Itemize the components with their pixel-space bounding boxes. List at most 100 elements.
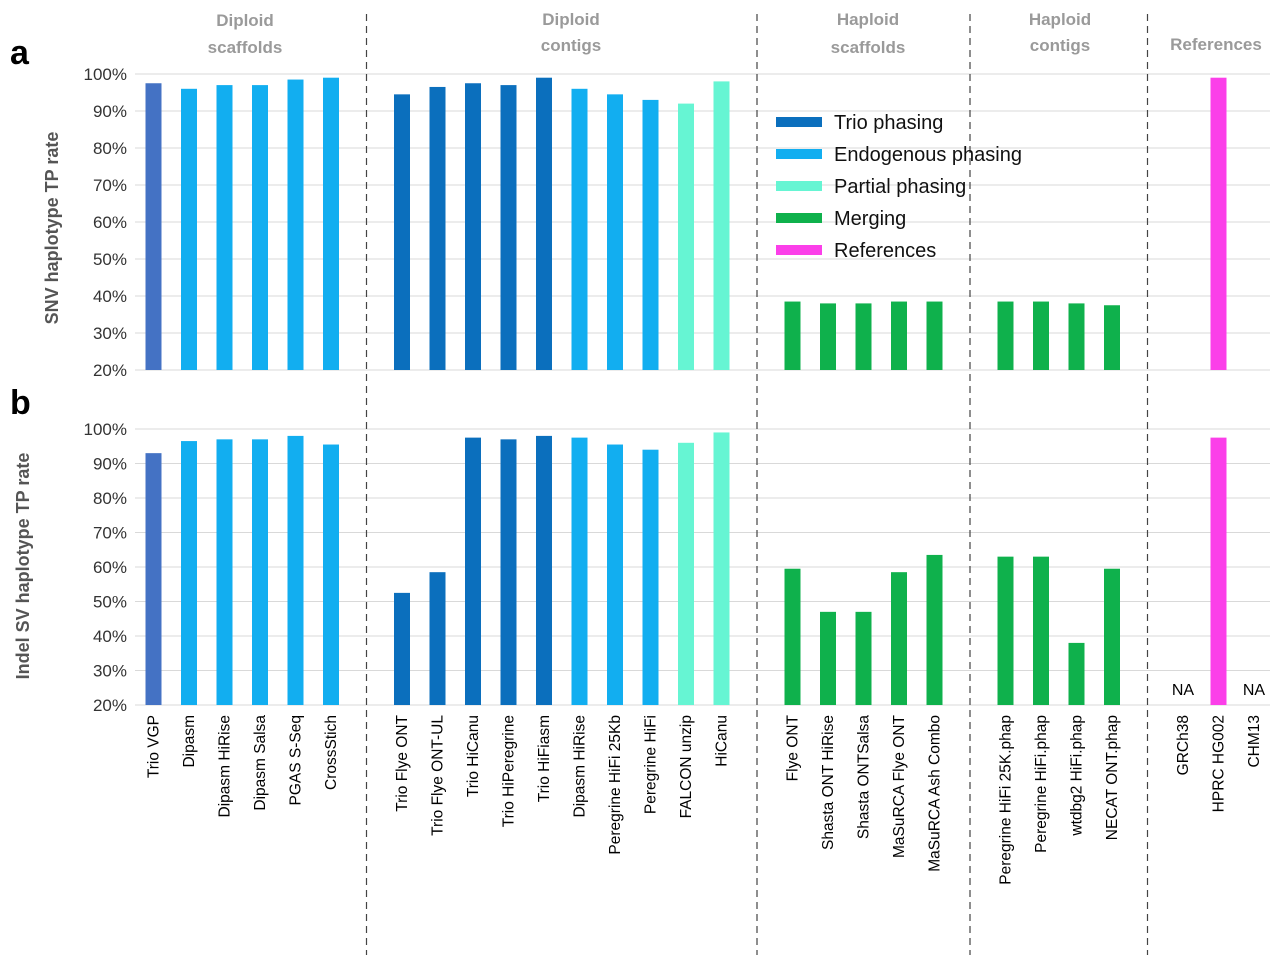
bar <box>429 572 446 705</box>
y-tick-label: 50% <box>93 593 127 612</box>
y-tick-label: 100% <box>84 65 127 84</box>
y-tick-label: 90% <box>93 455 127 474</box>
y-tick-label: 80% <box>93 139 127 158</box>
y-tick-label: 50% <box>93 250 127 269</box>
bar <box>252 439 268 705</box>
bar <box>678 103 694 370</box>
bar <box>252 85 268 370</box>
bar <box>571 88 588 371</box>
na-label: NA <box>1243 682 1266 699</box>
bar <box>997 556 1014 705</box>
group-label-diploid-contigs-line1: Diploid <box>542 10 600 29</box>
legend-label: Merging <box>834 208 906 230</box>
y-tick-label: 40% <box>93 627 127 646</box>
x-tick-labels: Trio VGP Dipasm Dipasm HiRise Dipasm Salsa P… <box>146 714 1264 884</box>
x-tick-label: MaSuRCA Ash Combo <box>927 715 944 872</box>
bar <box>1104 305 1120 370</box>
x-tick-label: Dipasm Salsa <box>252 715 269 811</box>
y-tick-label: 70% <box>93 176 127 195</box>
bar <box>891 301 907 370</box>
bar <box>323 444 339 705</box>
na-label: NA <box>1172 682 1195 699</box>
legend-label: References <box>834 240 936 262</box>
x-tick-label: FALCON unzip <box>678 715 695 818</box>
y-tick-label: 60% <box>93 558 127 577</box>
x-tick-label: Trio HiFiasm <box>536 715 553 802</box>
bar <box>145 83 162 370</box>
legend-swatch <box>776 245 822 255</box>
bar <box>713 81 730 371</box>
group-label-haploid-contigs-line1: Haploid <box>1029 10 1091 29</box>
group-label-haploid-scaffolds-line2: scaffolds <box>831 38 906 57</box>
x-tick-label: Flye ONT <box>785 714 802 781</box>
legend-label: Partial phasing <box>834 176 966 198</box>
y-tick-label: 100% <box>84 420 127 439</box>
bar <box>145 453 162 705</box>
bar <box>784 568 801 705</box>
x-tick-label: Trio HiPeregrine <box>501 715 518 827</box>
x-tick-label: Dipasm HiRise <box>217 715 234 818</box>
x-tick-label: CrossStich <box>323 715 340 790</box>
bar <box>784 301 801 370</box>
group-label-diploid-scaffolds-line2: scaffolds <box>208 38 283 57</box>
legend-swatch <box>776 181 822 191</box>
bar <box>820 611 836 705</box>
bar <box>1033 556 1049 705</box>
x-tick-label: HPRC HG002 <box>1211 715 1228 812</box>
bars: NA NA <box>145 77 1266 705</box>
bar <box>1104 568 1120 705</box>
bar <box>500 439 517 705</box>
bar <box>1068 303 1085 370</box>
x-tick-label: Peregrine HiFi.phap <box>1033 715 1050 853</box>
x-tick-label: Trio Flye ONT-UL <box>430 715 447 836</box>
x-tick-label: NECAT ONT.phap <box>1104 715 1121 840</box>
panel-letter-b: b <box>10 384 31 422</box>
legend-label: Trio phasing <box>834 112 943 134</box>
bar <box>926 554 943 705</box>
bar <box>1210 77 1227 370</box>
bar <box>571 437 588 705</box>
x-tick-label: wtdbg2 HiFi.phap <box>1069 715 1086 837</box>
x-tick-label: Dipasm HiRise <box>572 715 589 818</box>
group-label-diploid-scaffolds-line1: Diploid <box>216 11 274 30</box>
bar <box>1068 642 1085 705</box>
bar <box>678 442 694 705</box>
legend-swatch <box>776 213 822 223</box>
bar <box>1210 437 1227 705</box>
group-headers: Diploid scaffolds Diploid contigs Haploi… <box>208 10 1262 57</box>
bar <box>323 77 339 370</box>
panel-letter-a: a <box>10 34 30 72</box>
bar <box>607 94 623 370</box>
x-tick-label: HiCanu <box>714 715 731 767</box>
bar <box>287 435 304 705</box>
x-tick-label: Peregrine HiFi 25K.phap <box>998 715 1015 885</box>
bar <box>820 303 836 370</box>
bar <box>926 301 943 370</box>
legend: Trio phasing Endogenous phasing Partial ph… <box>776 112 1022 262</box>
group-dividers <box>365 14 1149 955</box>
x-tick-label: MaSuRCA Flye ONT <box>891 714 908 858</box>
bar <box>465 437 481 705</box>
bar <box>465 83 481 370</box>
y-axis-label-a: SNV haplotype TP rate <box>42 132 62 325</box>
bar <box>181 441 197 705</box>
y-tick-labels: 20% 30% 40% 50% 60% 70% 80% 90% 100% 20% 30% 40% 50%… <box>84 65 127 715</box>
gridlines <box>135 73 1270 706</box>
legend-label: Endogenous phasing <box>834 144 1022 166</box>
x-tick-label: PGAS S-Seq <box>288 715 305 805</box>
group-label-haploid-contigs-line2: contigs <box>1030 36 1090 55</box>
y-tick-label: 90% <box>93 102 127 121</box>
bar <box>216 85 233 370</box>
group-label-diploid-contigs-line2: contigs <box>541 36 601 55</box>
x-tick-label: Peregrine HiFi 25Kb <box>607 715 624 855</box>
x-tick-label: Trio VGP <box>146 715 163 778</box>
bar <box>181 88 197 371</box>
x-tick-label: Trio HiCanu <box>465 715 482 797</box>
y-tick-label: 30% <box>93 662 127 681</box>
bar <box>855 303 872 370</box>
bar <box>216 439 233 705</box>
group-label-references: References <box>1170 35 1262 54</box>
bar <box>429 86 446 370</box>
y-tick-label: 20% <box>93 696 127 715</box>
